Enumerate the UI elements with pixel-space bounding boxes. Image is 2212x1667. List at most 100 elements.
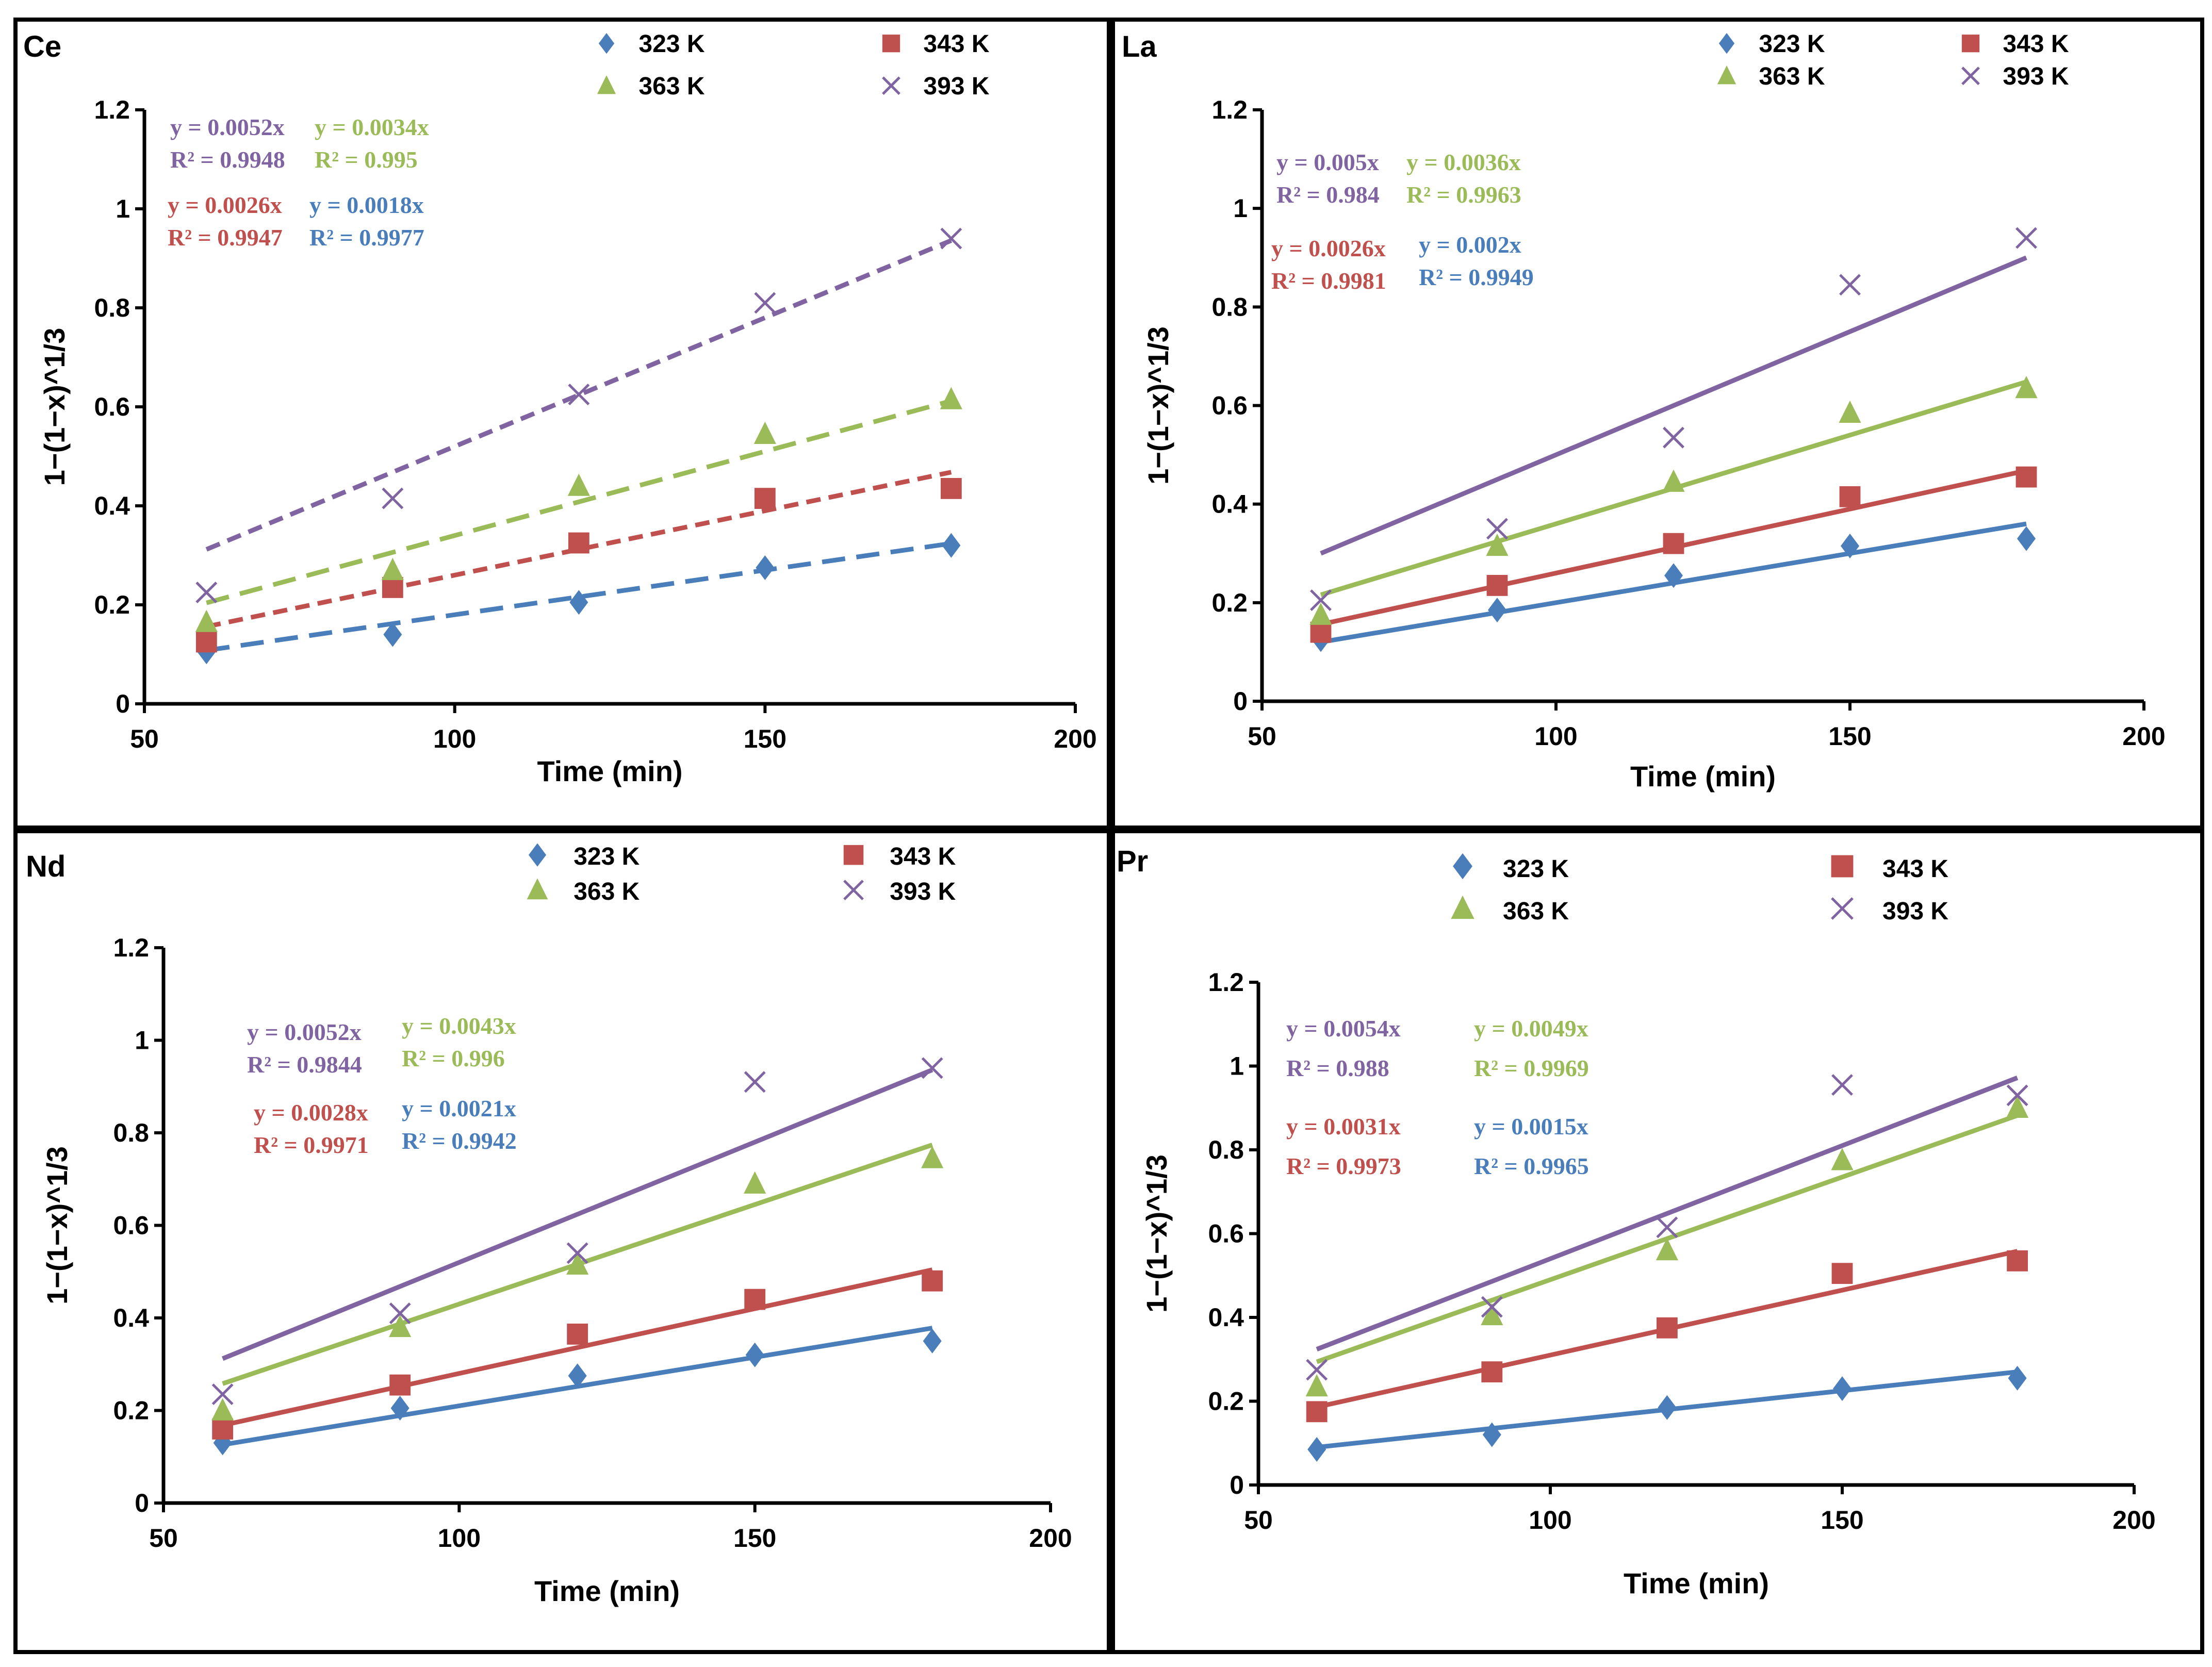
x-marker [566,1242,588,1264]
triangle-marker [381,557,404,580]
trendline-equation: y = 0.0052x [247,1019,362,1045]
x-tick-label: 100 [1529,1506,1571,1534]
trendline-equation: y = 0.0026x [1271,235,1386,261]
diamond-marker [942,533,961,558]
y-tick-label: 0 [1233,687,1248,716]
series-363k: 363 K y = 0.0034x R² = 0.995 [195,73,962,632]
y-tick-label: 0.2 [1208,1387,1244,1416]
y-tick-label: 0.8 [94,293,130,322]
x-tick-label: 200 [2112,1506,2155,1534]
r-squared-label: R² = 0.9971 [254,1132,369,1158]
square-marker [754,488,776,509]
x-tick-label: 100 [433,724,476,753]
legend-label: 363 K [574,878,640,905]
square-marker [1310,621,1332,643]
x-tick-label: 50 [1248,722,1276,751]
square-marker [1306,1401,1328,1423]
diamond-marker [745,1342,764,1367]
y-tick-label: 0.2 [113,1396,149,1425]
trendline-equation: y = 0.0052x [170,114,285,140]
x-tick-label: 100 [438,1524,481,1553]
series-363k: 363 K y = 0.0049x R² = 0.9969 [1305,895,2029,1397]
x-marker-stroke [195,582,218,603]
chart-panel-la: La 50 100 150 200 0 0.2 0.4 0.6 0.8 1 1.2 Time (min)… [1111,18,2204,830]
legend-label: 323 K [638,30,704,58]
triangle-marker [1305,1374,1328,1397]
series-343k: 343 K y = 0.0031x R² = 0.9973 [1286,855,2028,1423]
x-tick-label: 150 [1828,722,1871,751]
series-323k: 323 K y = 0.0021x R² = 0.9942 [213,843,942,1456]
y-tick-label: 0 [135,1489,149,1517]
square-marker [2007,1250,2028,1272]
trendline [222,1267,933,1428]
triangle-marker [2006,1095,2029,1118]
legend-label: 393 K [1882,898,1948,925]
x-tick-label: 200 [1054,724,1096,753]
x-marker-stroke [382,487,404,509]
r-squared-label: R² = 0.9963 [1406,181,1521,208]
trendline [205,238,953,552]
diamond-marker [1482,1422,1501,1447]
square-marker [567,1324,588,1345]
legend-label: 363 K [638,73,704,100]
square-marker [1481,1361,1503,1383]
x-marker [1486,518,1508,540]
triangle-marker [921,1146,944,1168]
triangle-marker [389,1314,412,1338]
diamond-marker [1453,853,1472,880]
square-marker [382,577,403,598]
y-axis-label: 1−(1−x)^1/3 [1142,326,1174,485]
legend-label: 323 K [1759,30,1825,58]
square-marker [922,1270,943,1292]
x-marker-stroke [882,76,900,95]
x-marker-stroke [744,1071,766,1093]
x-marker [1831,1074,1853,1096]
series-323k: 323 K y = 0.002x R² = 0.9949 [1312,30,2036,652]
series-323k: 323 K y = 0.0018x R² = 0.9977 [197,30,961,665]
panel-border [13,18,1111,830]
x-tick-label: 200 [2122,722,2165,751]
diamond-marker [1718,33,1735,54]
x-axis-label: Time (min) [537,755,682,787]
panel-title: Pr [1117,845,1148,878]
diamond-marker [390,1396,409,1421]
x-tick-label: 50 [1244,1506,1273,1534]
diamond-marker [528,843,547,867]
trendline-equation: y = 0.0026x [168,192,282,218]
trendline-equation: y = 0.0021x [402,1095,516,1121]
x-marker-stroke [2016,227,2037,249]
x-marker-stroke [389,1302,411,1324]
x-marker-stroke [1306,1359,1328,1381]
trendline [206,541,952,653]
series-393k: 393 K y = 0.0052x R² = 0.9948 [170,73,990,603]
x-marker [2016,227,2037,249]
square-marker [1486,574,1508,596]
y-tick-label: 1 [1230,1052,1244,1081]
trendline-equation: y = 0.0034x [315,114,429,140]
triangle-marker [1839,400,1861,423]
legend-label: 343 K [2003,30,2069,58]
square-marker [389,1374,411,1396]
panel-title: Ce [23,30,61,63]
y-tick-label: 0.4 [1211,490,1248,519]
diamond-marker [569,590,588,615]
r-squared-label: R² = 0.995 [315,146,418,173]
series-343k: 343 K y = 0.0028x R² = 0.9971 [212,843,956,1440]
x-marker [1663,426,1684,449]
r-squared-label: R² = 0.9949 [1419,264,1534,290]
y-tick-label: 0.4 [1208,1303,1244,1332]
square-marker [568,532,589,554]
r-squared-label: R² = 0.9981 [1271,268,1386,294]
trendline-equation: y = 0.0028x [254,1099,368,1126]
triangle-marker [1831,1148,1854,1170]
x-marker-stroke [1486,518,1508,540]
triangle-marker [753,421,776,444]
diamond-marker [2008,1365,2027,1391]
y-axis-label: 1−(1−x)^1/3 [1140,1154,1173,1313]
triangle-marker [597,75,616,94]
trendline-equation: y = 0.0054x [1286,1015,1401,1042]
panel-border [1111,829,2204,1654]
y-tick-label: 0.4 [113,1303,149,1332]
series-363k: 363 K y = 0.0036x R² = 0.9963 [1309,63,2038,625]
